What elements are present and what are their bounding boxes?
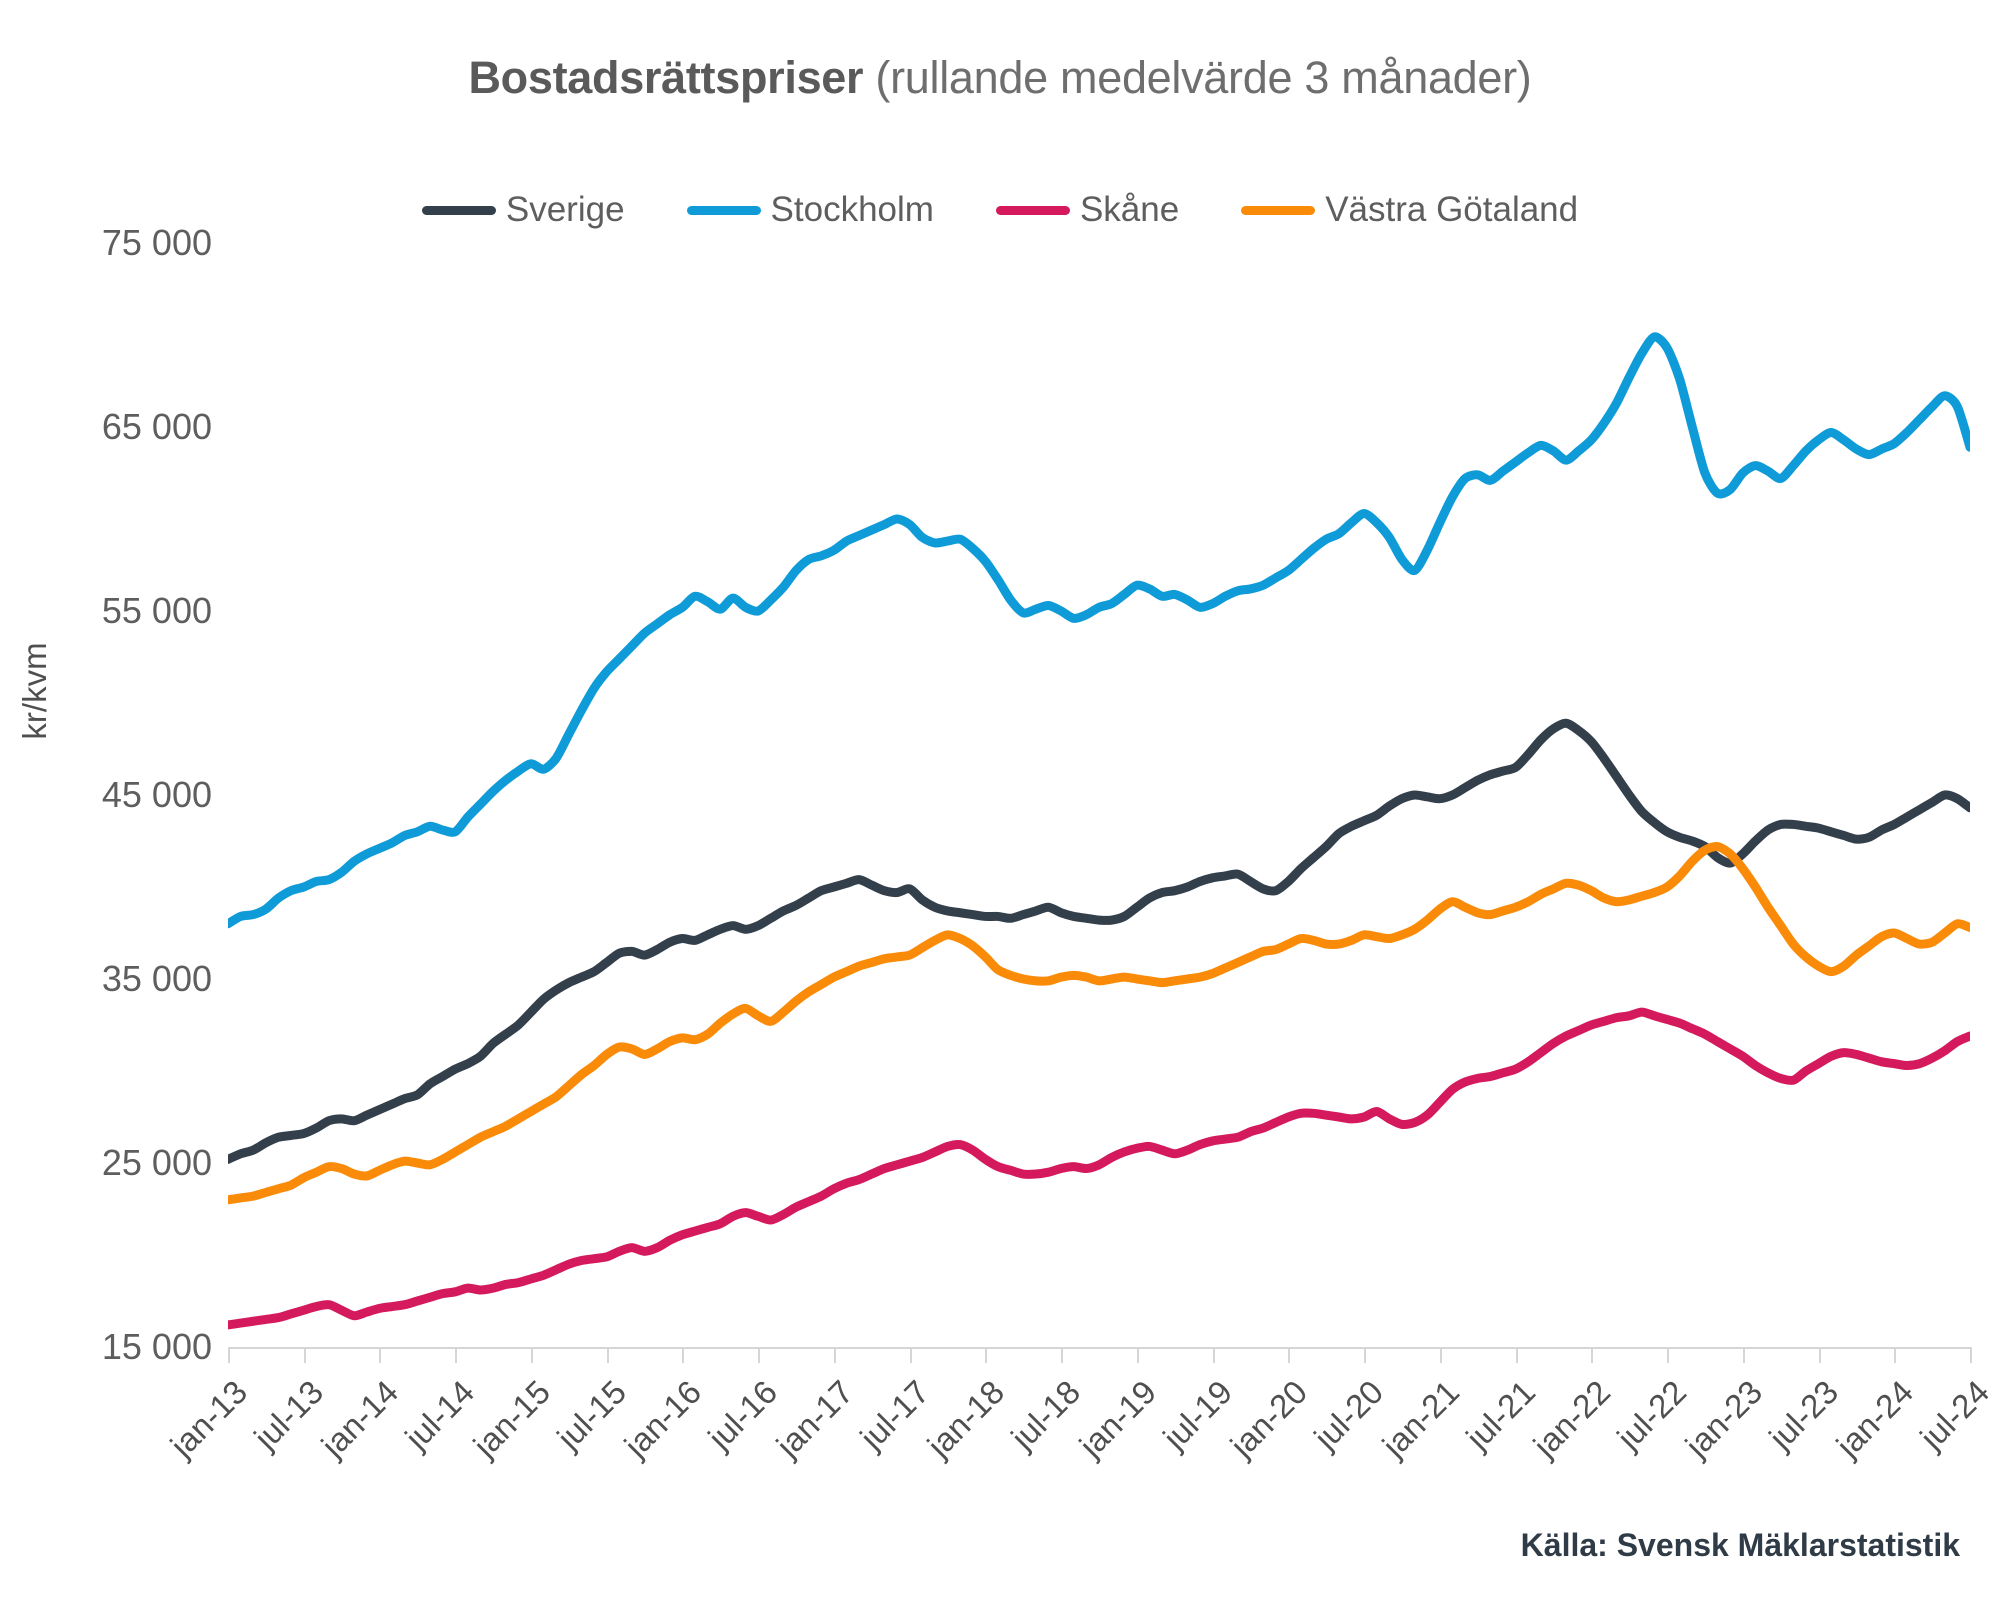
x-axis-tick-mark [1439, 1347, 1442, 1363]
x-axis-tick-mark [682, 1347, 685, 1363]
x-axis-tick-mark [833, 1347, 836, 1363]
x-axis-tick-mark [909, 1347, 912, 1363]
x-axis-tick-mark [1894, 1347, 1897, 1363]
source-note: Källa: Svensk Mäklarstatistik [1520, 1527, 1960, 1563]
series-line-stockholm [228, 332, 1970, 929]
legend-item-v-stra-g-taland[interactable]: Västra Götaland [1241, 190, 1578, 230]
x-axis-tick-mark [1970, 1347, 1972, 1363]
legend-label: Västra Götaland [1325, 190, 1579, 229]
legend-swatch-icon [995, 205, 1070, 215]
y-axis-tick-label: 65 000 [101, 406, 212, 447]
chart-title: Bostadsrättspriser (rullande medelvärde … [0, 52, 2000, 104]
y-axis-label: kr/kvm [16, 642, 53, 740]
x-axis-tick-mark [455, 1347, 458, 1363]
legend-label: Stockholm [770, 190, 934, 229]
x-axis-tick-mark [1742, 1347, 1745, 1363]
chart-title-rest: (rullande medelvärde 3 månader) [863, 52, 1532, 103]
legend-label: Skåne [1079, 190, 1180, 229]
x-axis-tick-mark [606, 1347, 609, 1363]
x-axis-tick-mark [303, 1347, 306, 1363]
x-axis-tick-mark [1212, 1347, 1215, 1363]
y-axis-tick-label: 75 000 [101, 222, 212, 263]
x-axis-tick-mark [1364, 1347, 1367, 1363]
series-canvas [228, 332, 1970, 1330]
x-axis-line [228, 1347, 1970, 1349]
y-axis-ticks: 15 000 25 000 35 000 45 000 55 000 65 000 75 0… [0, 222, 212, 1367]
legend-item-stockholm[interactable]: Stockholm [686, 190, 934, 230]
y-axis-tick-label: 55 000 [101, 590, 212, 631]
y-axis-tick-label: 25 000 [101, 1142, 212, 1183]
plot-area [228, 243, 1970, 1347]
x-axis-tick-mark [758, 1347, 761, 1363]
x-axis-tick-mark [530, 1347, 533, 1363]
chart-legend: Sverige Stockholm Skåne Västra Götaland [0, 190, 2000, 230]
y-axis-tick-label: 15 000 [101, 1326, 212, 1367]
x-axis-tick-mark [1667, 1347, 1670, 1363]
series-line-sk-ne [228, 1007, 1970, 1330]
y-axis-tick-label: 45 000 [101, 774, 212, 815]
series-line-sverige [228, 718, 1970, 1164]
legend-label: Sverige [505, 190, 625, 229]
x-axis-tick-mark [1591, 1347, 1594, 1363]
x-axis-tick-mark [1061, 1347, 1064, 1363]
legend-swatch-icon [1241, 205, 1316, 215]
x-axis-tick-mark [1136, 1347, 1139, 1363]
x-axis-tick-mark [379, 1347, 382, 1363]
series-line-v-stra-g-taland [228, 841, 1970, 1205]
legend-item-sk-ne[interactable]: Skåne [995, 190, 1180, 230]
legend-swatch-icon [421, 205, 496, 215]
y-axis-tick-label: 35 000 [101, 958, 212, 999]
x-axis-tick-mark [228, 1347, 230, 1363]
x-axis-tick-mark [1818, 1347, 1821, 1363]
legend-item-sverige[interactable]: Sverige [421, 190, 625, 230]
x-axis-tick-mark [1288, 1347, 1291, 1363]
x-axis-tick-mark [985, 1347, 988, 1363]
legend-swatch-icon [686, 205, 761, 215]
x-axis-ticks: jan-13 jul-13 jan-14 jul-14 jan-15 jul-15 jan-… [163, 1347, 1996, 1527]
x-axis-tick-mark [1515, 1347, 1518, 1363]
chart-title-bold: Bostadsrättspriser [468, 52, 864, 103]
